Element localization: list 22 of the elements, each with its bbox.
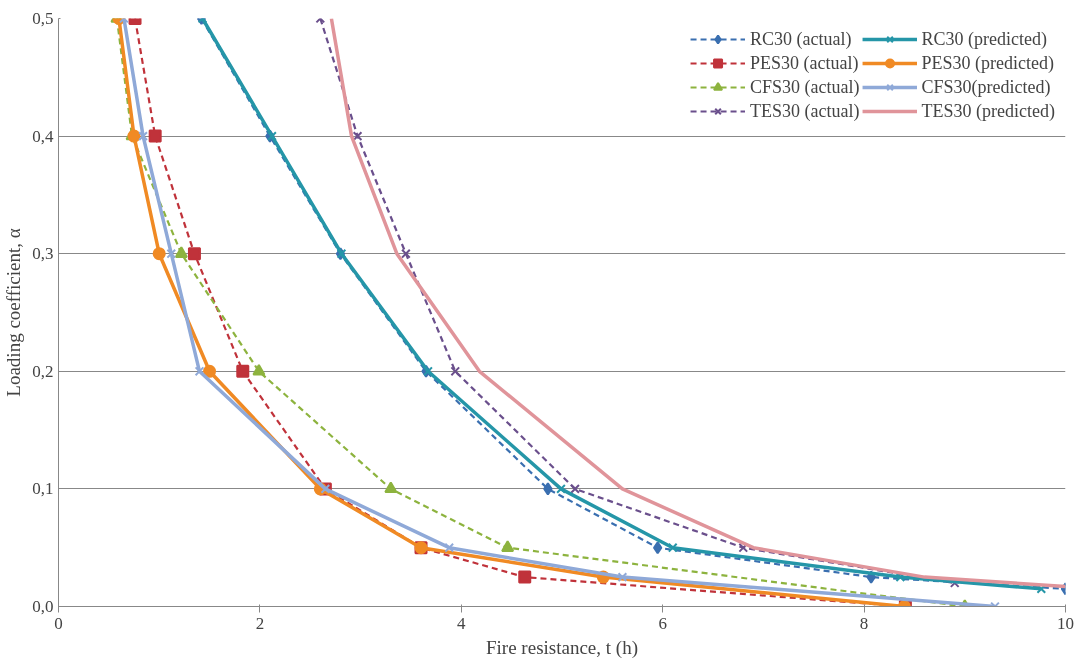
- y-tick-label: 0,4: [32, 126, 54, 146]
- y-tick-label: 0,1: [32, 479, 54, 499]
- x-axis-title: Fire resistance, t (h): [486, 636, 638, 659]
- y-axis-title: Loading coefficient, α: [3, 228, 25, 397]
- x-tick-label: 2: [255, 613, 265, 633]
- legend-label: CFS30 (actual): [750, 76, 860, 98]
- x-tick-label: 0: [54, 613, 63, 633]
- legend-label: RC30 (actual): [750, 28, 852, 50]
- x-tick-label: 10: [1057, 613, 1074, 633]
- y-tick-label: 0,5: [32, 9, 54, 28]
- y-tick-label: 0,3: [32, 244, 54, 264]
- legend-label: PES30 (actual): [750, 52, 859, 74]
- x-tick-label: 8: [859, 613, 869, 633]
- legend-label: TES30 (predicted): [921, 100, 1055, 122]
- legend-label: PES30 (predicted): [921, 52, 1055, 74]
- legend-label: RC30 (predicted): [921, 28, 1048, 50]
- y-tick-label: 0,0: [32, 597, 54, 616]
- x-tick-label: 6: [658, 613, 667, 633]
- legend-label: TES30 (actual): [750, 100, 860, 122]
- x-tick-label: 4: [457, 613, 467, 633]
- y-tick-label: 0,2: [32, 361, 54, 381]
- legend-label: CFS30(predicted): [921, 76, 1051, 98]
